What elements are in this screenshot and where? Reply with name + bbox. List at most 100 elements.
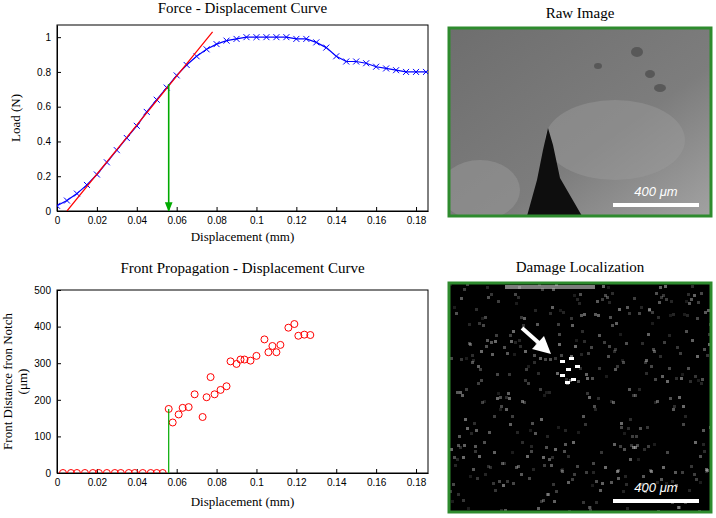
x-tick-label: 0.04 (128, 477, 148, 488)
speckle (669, 314, 672, 317)
speckle (690, 298, 693, 301)
speckle (469, 475, 472, 478)
speckle (578, 302, 581, 305)
speckle (583, 313, 586, 316)
speckle (480, 379, 483, 382)
speckle (595, 501, 598, 504)
speckle (532, 468, 535, 471)
speckle (700, 382, 703, 385)
speckle (557, 323, 560, 326)
scatter-point (191, 391, 198, 398)
speckle (465, 388, 468, 391)
speckle (483, 441, 486, 444)
speckle (467, 507, 470, 510)
scatter-point (95, 470, 102, 474)
speckle (561, 468, 564, 471)
speckle (466, 427, 469, 430)
speckle (688, 302, 691, 305)
speckle (485, 345, 488, 348)
speckle (556, 372, 559, 375)
speckle (545, 446, 548, 449)
speckle (619, 445, 622, 448)
speckle (549, 358, 552, 361)
x-axis: 00.020.040.060.080.10.120.140.160.18 (55, 207, 429, 226)
x-marker (403, 69, 409, 75)
speckle (475, 429, 478, 432)
scale-bar-label: 400 μm (634, 480, 677, 495)
x-marker (373, 64, 379, 70)
speckle (488, 431, 491, 434)
speckle (601, 482, 604, 485)
speckle (580, 353, 583, 356)
damage-spot (571, 378, 576, 381)
speckle (603, 341, 606, 344)
speckle (507, 392, 510, 395)
x-tick: 0.12 (287, 469, 307, 488)
speckle (526, 455, 529, 458)
speckle (553, 500, 556, 503)
speckle (607, 286, 610, 289)
y-tick-mark (57, 72, 61, 73)
texture (645, 70, 655, 78)
y-tick-label: 1 (45, 32, 51, 43)
y-tick: 300 (34, 358, 61, 369)
speckle (554, 357, 557, 360)
damage-spot (560, 360, 565, 363)
speckle (606, 296, 609, 299)
damage-spot (575, 365, 580, 368)
speckle (524, 379, 527, 382)
speckle (634, 446, 637, 449)
x-tick: 0.16 (367, 207, 387, 226)
x-marker (253, 34, 259, 40)
x-tick-mark (416, 469, 417, 473)
speckle (646, 426, 649, 429)
x-tick-mark (336, 207, 337, 211)
y-tick-label: 100 (34, 431, 51, 442)
x-marker (393, 67, 399, 73)
speckle (576, 298, 579, 301)
speckle (670, 300, 673, 303)
speckle (585, 373, 588, 376)
speckle (497, 300, 500, 303)
x-tick-label: 0.1 (250, 477, 264, 488)
speckle (478, 455, 481, 458)
speckle (586, 392, 589, 395)
speckle (581, 330, 584, 333)
y-tick-mark (57, 473, 61, 474)
speckle (508, 397, 511, 400)
speckle (696, 317, 699, 320)
speckle (583, 340, 586, 343)
speckle (666, 451, 669, 454)
speckle (551, 456, 554, 459)
speckle (477, 365, 480, 368)
speckle (629, 458, 632, 461)
speckle (625, 342, 628, 345)
y-tick: 0.2 (37, 171, 61, 182)
speckle (595, 480, 598, 483)
speckle (514, 293, 517, 296)
x-tick-label: 0.02 (88, 215, 108, 226)
panel-title: Damage Localization (516, 259, 645, 275)
speckle (515, 302, 518, 305)
speckle (681, 471, 684, 474)
speckle (491, 353, 494, 356)
speckle (539, 357, 542, 360)
speckle (498, 480, 501, 483)
x-marker (283, 34, 289, 40)
speckle (563, 450, 566, 453)
x-tick-label: 0 (55, 477, 61, 488)
speckle (597, 397, 600, 400)
image-border (449, 283, 711, 512)
damage-spot (560, 374, 565, 377)
y-tick: 400 (34, 321, 61, 332)
y-tick: 500 (34, 285, 61, 296)
x-tick-label: 0.06 (167, 477, 187, 488)
x-tick-mark (376, 469, 377, 473)
speckle (689, 380, 692, 383)
speckle (687, 367, 690, 370)
speckle (456, 391, 459, 394)
speckle (509, 423, 512, 426)
speckle (694, 441, 697, 444)
speckle (611, 324, 614, 327)
x-tick-label: 0 (55, 215, 61, 226)
